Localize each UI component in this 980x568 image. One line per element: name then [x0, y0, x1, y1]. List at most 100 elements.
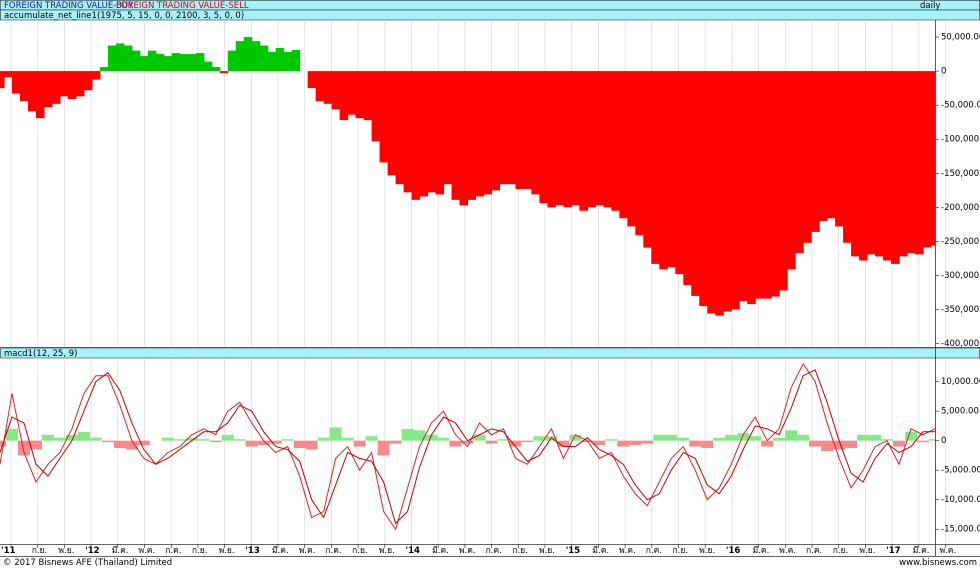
area-column	[803, 71, 812, 243]
x-tick-label: ก.ย.	[673, 546, 689, 556]
histogram-bar	[845, 440, 858, 449]
y-tick-label: 0	[941, 436, 946, 446]
area-column	[891, 71, 900, 264]
area-column	[843, 71, 852, 243]
histogram-bar	[833, 440, 846, 450]
area-column	[11, 71, 21, 94]
area-column	[235, 41, 245, 72]
area-column	[707, 71, 716, 314]
histogram-bar	[365, 436, 378, 441]
y-tick-label: -400,000.00	[941, 339, 980, 349]
panel-title: macd1(12, 25, 9)	[4, 349, 77, 359]
histogram-bar	[605, 439, 618, 441]
area-column	[355, 71, 365, 119]
area-column	[219, 71, 229, 74]
histogram-bar	[413, 430, 426, 441]
histogram-bar	[185, 437, 198, 441]
histogram-bar	[317, 437, 330, 441]
area-column	[315, 71, 325, 102]
area-column	[659, 71, 668, 270]
area-column	[275, 47, 285, 72]
histogram-bar	[773, 437, 786, 441]
y-tick-label: -150,000.00	[941, 169, 980, 179]
area-column	[619, 71, 628, 219]
y-tick-label: -350,000.00	[941, 305, 980, 315]
area-column	[739, 71, 748, 302]
macd-line	[0, 369, 935, 525]
histogram-bar	[293, 440, 306, 449]
x-tick-label: พ.ค.	[459, 546, 476, 556]
histogram-bar	[797, 434, 810, 441]
area-column	[771, 71, 780, 297]
area-column	[107, 45, 117, 72]
site: www.bisnews.com	[899, 558, 977, 568]
y-tick-label: -15,000.00	[941, 525, 980, 535]
histogram-bar	[389, 440, 402, 444]
histogram-bar	[197, 439, 210, 441]
area-column	[75, 71, 85, 97]
area-column	[147, 50, 157, 72]
histogram-bar	[809, 440, 822, 447]
area-column	[883, 71, 892, 261]
histogram-bar	[209, 440, 222, 443]
area-column	[787, 71, 796, 270]
histogram-bar	[281, 439, 294, 441]
x-tick-label: ก.ย.	[32, 546, 48, 556]
area-column	[291, 49, 301, 72]
area-column	[779, 71, 788, 291]
panel-title-bar	[0, 347, 980, 359]
histogram-bar	[269, 440, 282, 444]
histogram-bar	[341, 437, 354, 441]
histogram-bar	[881, 439, 894, 441]
x-tick-label: '14	[406, 546, 421, 556]
histogram-bar	[329, 427, 342, 441]
area-column	[643, 71, 652, 248]
area-column	[123, 45, 133, 72]
x-tick-label: มี.ค.	[112, 545, 129, 556]
y-tick-label: -5,000.00	[941, 466, 980, 476]
histogram-bar	[245, 440, 258, 447]
area-column	[427, 71, 437, 193]
x-tick-label: '12	[85, 546, 100, 556]
area-column	[283, 52, 293, 72]
x-tick-label: '17	[886, 546, 901, 556]
area-column	[651, 71, 660, 264]
sell-label: FOREIGN TRADING VALUE-SELL	[116, 1, 249, 11]
histogram-bar	[449, 440, 462, 447]
area-column	[907, 71, 916, 253]
area-column	[795, 71, 804, 253]
area-column	[523, 71, 533, 189]
x-tick-label: '11	[1, 546, 16, 556]
x-tick-label: พ.ย.	[699, 546, 715, 556]
area-column	[363, 71, 373, 121]
x-tick-label: พ.ค.	[299, 546, 316, 556]
histogram-bar	[737, 433, 750, 441]
area-column	[131, 50, 141, 72]
area-column	[323, 71, 333, 104]
y-tick-label: -50,000.00	[941, 101, 980, 111]
histogram-bar	[905, 431, 918, 441]
area-column	[667, 71, 676, 268]
area-column	[539, 71, 549, 204]
x-tick-label: มี.ค.	[753, 545, 770, 556]
area-column	[139, 56, 149, 72]
area-column	[435, 71, 445, 195]
area-column	[251, 41, 261, 72]
area-column	[83, 71, 93, 91]
x-tick-label: ก.ค.	[806, 546, 822, 556]
histogram-bar	[305, 440, 318, 450]
area-column	[507, 71, 517, 185]
x-tick-label: พ.ค.	[779, 546, 796, 556]
area-column	[563, 71, 572, 208]
y-tick-label: -100,000.00	[941, 135, 980, 145]
area-column	[683, 71, 692, 286]
area-column	[419, 71, 429, 197]
area-column	[755, 71, 764, 299]
y-tick-label: -10,000.00	[941, 495, 980, 505]
area-column	[59, 71, 69, 97]
histogram-bar	[929, 439, 935, 441]
y-tick-label: 5,000.00	[941, 407, 979, 417]
x-tick-label: พ.ย.	[219, 546, 235, 556]
area-column	[763, 71, 772, 299]
histogram-bar	[401, 428, 414, 441]
